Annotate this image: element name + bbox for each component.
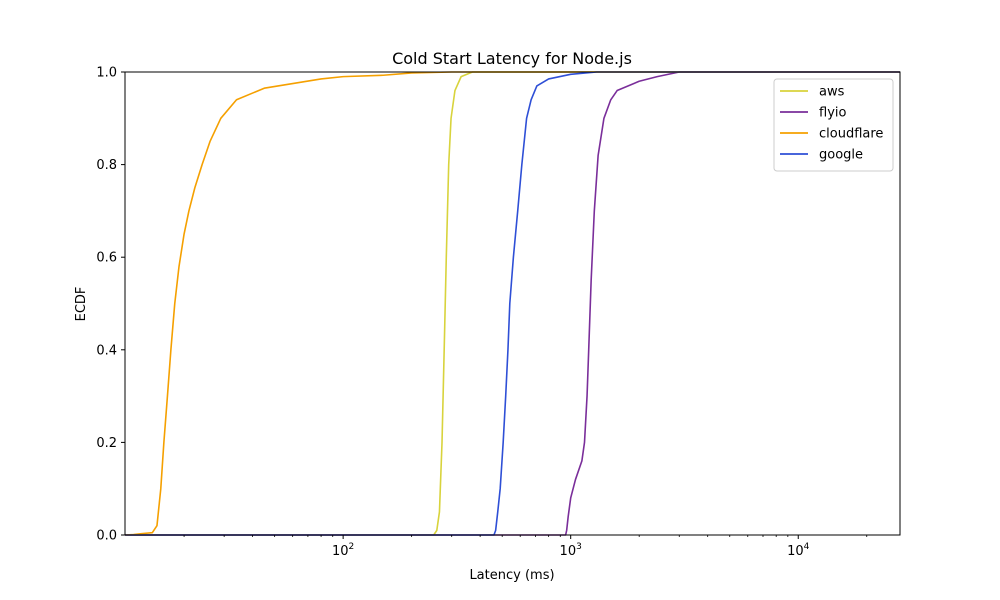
x-axis-label: Latency (ms) bbox=[469, 568, 554, 583]
y-tick-label: 1.0 bbox=[96, 66, 117, 81]
x-tick-label: 104 bbox=[787, 542, 810, 559]
y-tick-label: 0.0 bbox=[96, 529, 117, 544]
y-tick-label: 0.2 bbox=[96, 436, 117, 451]
legend-label-google: google bbox=[819, 148, 863, 163]
series-line-aws bbox=[125, 71, 900, 536]
legend-label-cloudflare: cloudflare bbox=[819, 127, 883, 142]
x-tick-label: 103 bbox=[560, 542, 582, 559]
ticks-layer: 0.0 0.2 0.4 0.6 0.8 1.0 102 103 104 bbox=[96, 66, 868, 559]
series-line-google bbox=[125, 71, 900, 536]
y-tick-label: 0.6 bbox=[96, 251, 117, 266]
series-line-flyio bbox=[125, 71, 900, 536]
chart-title: Cold Start Latency for Node.js bbox=[392, 49, 632, 68]
legend-box bbox=[773, 78, 894, 172]
legend-label-aws: aws bbox=[819, 85, 845, 100]
series-line-cloudflare bbox=[124, 71, 900, 536]
legend-label-flyio: flyio bbox=[819, 106, 846, 121]
plot-frame bbox=[124, 71, 901, 536]
legend: aws flyio cloudflare google bbox=[773, 78, 894, 172]
y-axis-label: ECDF bbox=[74, 287, 89, 322]
y-tick-label: 0.4 bbox=[96, 343, 117, 358]
series-layer bbox=[124, 71, 900, 536]
y-tick-label: 0.8 bbox=[96, 158, 117, 173]
x-tick-label: 102 bbox=[332, 542, 354, 559]
